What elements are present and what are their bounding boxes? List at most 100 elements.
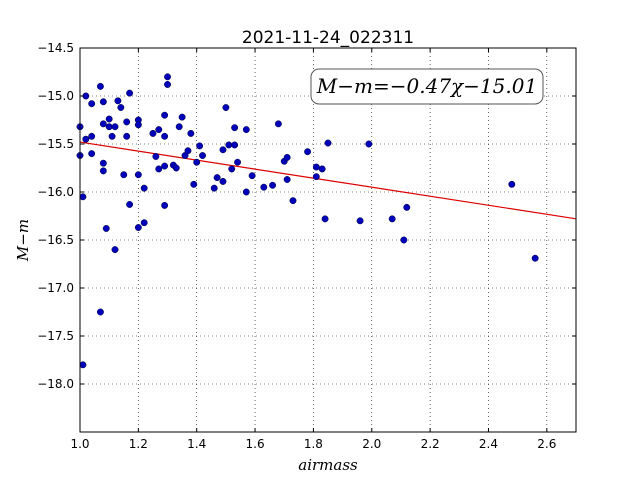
data-point: [105, 123, 113, 131]
data-point: [199, 152, 206, 159]
data-point: [152, 153, 160, 160]
data-point: [120, 171, 128, 179]
data-point: [269, 181, 277, 189]
data-point: [111, 123, 119, 131]
data-point: [79, 361, 87, 369]
data-point: [88, 150, 96, 158]
chart-title: 2021-11-24_022311: [242, 28, 414, 48]
data-point: [82, 135, 90, 143]
data-point: [231, 124, 239, 132]
y-tick-label: −16.0: [37, 185, 74, 199]
data-point: [111, 246, 119, 254]
data-point: [126, 89, 134, 97]
data-point: [190, 180, 198, 188]
data-point: [242, 126, 250, 134]
x-tick-label: 2.6: [537, 437, 556, 451]
y-tick-label: −15.5: [37, 137, 74, 151]
data-point: [164, 81, 171, 88]
data-point: [274, 120, 282, 128]
data-point: [312, 173, 320, 181]
data-point: [140, 219, 148, 227]
data-point: [117, 104, 125, 111]
data-point: [161, 132, 169, 140]
data-point: [161, 111, 169, 119]
x-tick-label: 1.0: [70, 437, 89, 451]
data-point: [388, 215, 396, 223]
data-point: [210, 184, 218, 192]
x-axis-label: airmass: [298, 456, 358, 474]
data-point: [155, 126, 163, 134]
data-point: [99, 120, 107, 128]
data-point: [400, 236, 408, 244]
data-point: [193, 158, 201, 166]
y-tick-label: −18.0: [37, 377, 74, 391]
data-point: [242, 188, 250, 196]
data-point: [356, 217, 364, 225]
data-point: [161, 201, 169, 209]
data-point: [105, 115, 113, 123]
data-point: [140, 184, 148, 192]
data-point: [225, 141, 233, 149]
data-point: [283, 153, 291, 161]
data-point: [289, 197, 297, 205]
y-tick-label: −17.5: [37, 329, 74, 343]
data-point: [228, 165, 236, 173]
data-point: [231, 141, 239, 149]
y-tick-label: −17.0: [37, 281, 74, 295]
data-point: [508, 180, 516, 188]
x-tick-label: 1.2: [129, 437, 148, 451]
data-point: [102, 225, 110, 232]
data-point: [126, 201, 134, 208]
data-point: [79, 193, 87, 201]
data-point: [99, 167, 107, 175]
data-points: [76, 73, 539, 369]
data-point: [123, 132, 131, 140]
data-point: [234, 158, 242, 166]
x-tick-label: 2.0: [362, 437, 381, 451]
data-point: [324, 139, 332, 147]
x-tick-label: 1.4: [187, 437, 206, 451]
data-point: [187, 129, 195, 137]
x-tick-label: 1.6: [246, 437, 265, 451]
data-point: [155, 165, 163, 173]
data-point: [123, 118, 131, 126]
data-point: [175, 123, 183, 131]
y-axis-label: M−m: [14, 219, 32, 262]
data-point: [161, 162, 169, 170]
data-point: [178, 113, 186, 121]
data-point: [304, 148, 312, 156]
data-point: [99, 159, 107, 167]
data-point: [134, 224, 142, 231]
data-point: [134, 121, 142, 129]
data-point: [149, 129, 157, 137]
y-tick-label: −16.5: [37, 233, 74, 247]
x-tick-label: 1.8: [304, 437, 323, 451]
data-point: [196, 142, 204, 150]
data-point: [403, 203, 411, 211]
y-tick-label: −15.0: [37, 89, 74, 103]
data-point: [88, 132, 96, 140]
data-point: [365, 140, 373, 148]
data-point: [213, 174, 221, 182]
data-point: [531, 254, 539, 262]
plot-frame: [79, 47, 577, 433]
data-point: [248, 172, 256, 180]
data-point: [99, 98, 107, 106]
data-point: [260, 183, 268, 191]
data-point: [134, 171, 142, 179]
data-point: [312, 163, 320, 171]
data-point: [108, 132, 116, 140]
fit-equation-box: M−m=−0.47χ−15.01: [310, 68, 544, 105]
y-tick-label: −14.5: [37, 41, 74, 55]
fit-equation-frame: [310, 68, 544, 105]
data-point: [96, 308, 104, 316]
data-point: [321, 215, 329, 223]
data-point: [219, 146, 227, 154]
fit-equation: M−m=−0.47χ−15.01: [316, 74, 537, 98]
data-point: [219, 177, 227, 185]
data-point: [96, 82, 104, 90]
data-point: [184, 147, 192, 155]
data-point: [318, 165, 326, 173]
data-point: [88, 100, 96, 108]
